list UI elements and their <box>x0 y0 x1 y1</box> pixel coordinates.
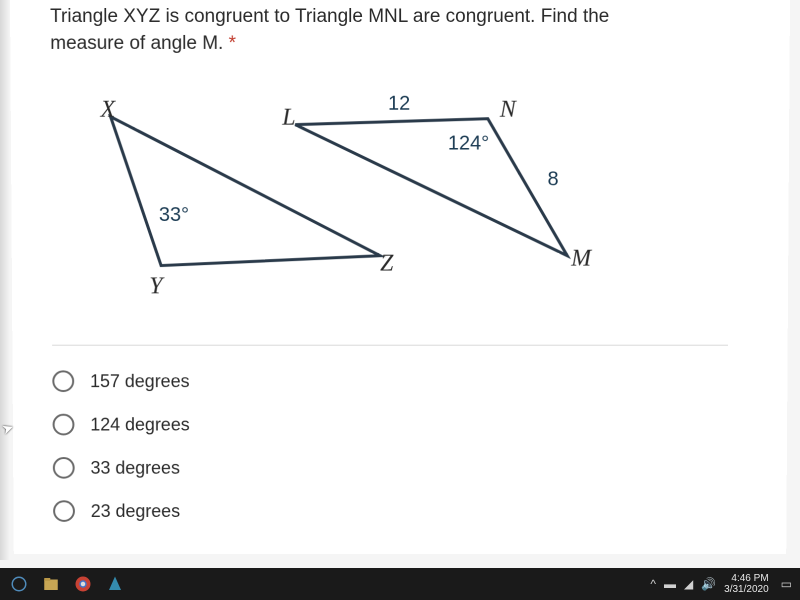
wifi-icon[interactable]: ◢ <box>684 577 693 591</box>
question-line2: measure of angle M. <box>50 33 223 54</box>
triangle-diagram: X Y Z L N M 33° 124° 12 8 <box>51 97 750 325</box>
volume-icon[interactable]: 🔊 <box>701 577 716 591</box>
side-NM-length: 8 <box>548 169 559 192</box>
windows-taskbar[interactable]: ^ ▬ ◢ 🔊 4:46 PM 3/31/2020 ▭ <box>0 568 800 600</box>
vertex-label-M: M <box>571 246 591 273</box>
vertex-label-Z: Z <box>380 251 393 278</box>
option-row[interactable]: 23 degrees <box>53 500 757 522</box>
clock-date: 3/31/2020 <box>724 584 769 596</box>
vertex-label-X: X <box>101 97 116 124</box>
question-page: Triangle XYZ is congruent to Triangle MN… <box>10 0 790 554</box>
radio-icon[interactable] <box>53 457 75 479</box>
vertex-label-L: L <box>282 105 295 132</box>
option-row[interactable]: 33 degrees <box>53 457 757 479</box>
vertex-label-Y: Y <box>149 274 162 301</box>
option-label: 124 degrees <box>90 414 189 435</box>
radio-icon[interactable] <box>53 500 75 522</box>
chrome-icon[interactable] <box>74 575 92 593</box>
required-mark: * <box>229 33 236 54</box>
cortana-icon[interactable] <box>10 575 28 593</box>
question-text: Triangle XYZ is congruent to Triangle MN… <box>50 0 760 57</box>
taskbar-left-icons <box>10 575 124 593</box>
option-label: 33 degrees <box>90 458 179 479</box>
notification-icon[interactable]: ▭ <box>781 577 792 591</box>
answer-options: 157 degrees 124 degrees 33 degrees 23 de… <box>52 371 757 523</box>
triangle-xyz <box>111 117 381 266</box>
question-line1: Triangle XYZ is congruent to Triangle MN… <box>50 6 609 27</box>
option-label: 23 degrees <box>91 501 180 522</box>
section-divider <box>52 345 728 346</box>
radio-icon[interactable] <box>53 414 75 436</box>
option-label: 157 degrees <box>90 371 190 392</box>
option-row[interactable]: 157 degrees <box>52 371 757 393</box>
radio-icon[interactable] <box>52 371 74 393</box>
clock-time: 4:46 PM <box>724 573 769 585</box>
angle-xyz: 33° <box>159 204 189 227</box>
triangle-lmn <box>295 119 567 256</box>
option-row[interactable]: 124 degrees <box>53 414 758 436</box>
angle-lmn: 124° <box>448 133 489 156</box>
system-clock[interactable]: 4:46 PM 3/31/2020 <box>724 573 769 596</box>
battery-icon[interactable]: ▬ <box>664 577 676 591</box>
side-LN-length: 12 <box>388 93 410 116</box>
vertex-label-N: N <box>500 97 516 124</box>
chevron-up-icon[interactable]: ^ <box>650 577 656 591</box>
explorer-icon[interactable] <box>42 575 60 593</box>
app-icon[interactable] <box>106 575 124 593</box>
